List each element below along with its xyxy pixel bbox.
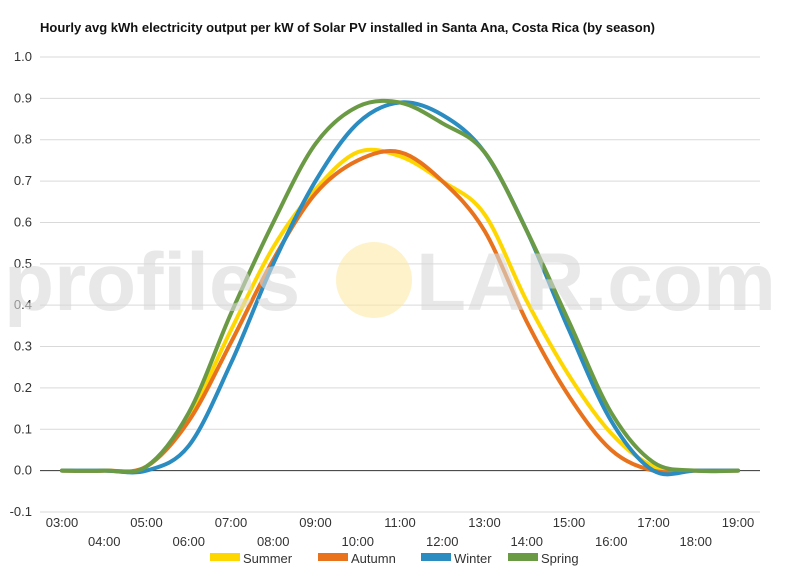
x-tick-label: 05:00: [130, 515, 163, 530]
x-tick-label: 12:00: [426, 534, 459, 549]
x-tick-label: 11:00: [384, 515, 416, 530]
x-tick-label: 04:00: [88, 534, 121, 549]
y-tick-label: 1.0: [14, 49, 32, 64]
x-tick-label: 15:00: [553, 515, 586, 530]
x-tick-label: 08:00: [257, 534, 290, 549]
grid-lines: [40, 56, 760, 513]
x-tick-label: 16:00: [595, 534, 628, 549]
x-tick-label: 10:00: [341, 534, 374, 549]
y-tick-label: 0.6: [14, 214, 32, 229]
legend-swatch: [508, 553, 538, 561]
y-tick-label: 0.8: [14, 132, 32, 147]
x-tick-label: 03:00: [46, 515, 79, 530]
series-line-summer: [60, 147, 740, 474]
y-tick-label: 0.7: [14, 173, 32, 188]
y-axis-ticks: 1.0 0.9 0.8 0.7 0.6 0.5 0.4 0.3 0.2 0.1 0.0 -0.1: [10, 49, 32, 519]
legend-swatch: [421, 553, 451, 561]
x-tick-label: 18:00: [679, 534, 712, 549]
y-tick-label: 0.5: [14, 256, 32, 271]
series-lines: [60, 98, 740, 477]
x-tick-label: 19:00: [722, 515, 755, 530]
y-tick-label: -0.1: [10, 504, 32, 519]
y-tick-label: 0.2: [14, 380, 32, 395]
y-tick-label: 0.4: [14, 297, 32, 312]
legend-label: Summer: [243, 551, 293, 566]
legend-label: Spring: [541, 551, 579, 566]
legend-swatch: [318, 553, 348, 561]
x-axis-ticks: 03:00 04:00 05:00 06:00 07:00 08:00 09:00 10:00…: [46, 515, 755, 549]
y-tick-label: 0.0: [14, 463, 32, 478]
x-tick-label: 13:00: [468, 515, 501, 530]
x-tick-label: 14:00: [510, 534, 543, 549]
chart-title: Hourly avg kWh electricity output per kW…: [40, 20, 655, 35]
legend: Summer Autumn Winter Spring: [210, 551, 579, 566]
series-line-spring: [60, 98, 740, 474]
x-tick-label: 09:00: [299, 515, 332, 530]
x-tick-label: 07:00: [215, 515, 248, 530]
x-tick-label: 06:00: [172, 534, 205, 549]
y-tick-label: 0.3: [14, 339, 32, 354]
y-tick-label: 0.9: [14, 90, 32, 105]
legend-label: Autumn: [351, 551, 396, 566]
x-tick-label: 17:00: [637, 515, 670, 530]
legend-swatch: [210, 553, 240, 561]
y-tick-label: 0.1: [14, 421, 32, 436]
series-line-autumn: [60, 149, 740, 475]
legend-label: Winter: [454, 551, 492, 566]
